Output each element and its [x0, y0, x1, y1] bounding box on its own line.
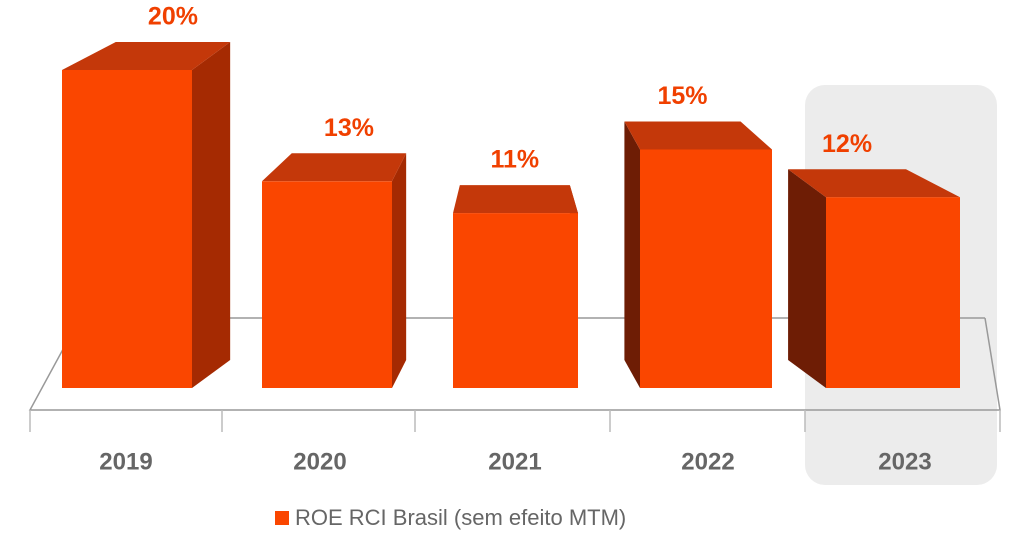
bar-front: [62, 70, 192, 388]
x-tick-label: 2022: [681, 448, 734, 475]
bar-front: [453, 213, 578, 388]
bar-front: [262, 181, 392, 388]
bar-front: [826, 197, 960, 388]
bar-side: [624, 121, 640, 388]
bar-top: [788, 169, 960, 198]
bar-side: [392, 153, 407, 388]
x-tick-label: 2021: [488, 448, 541, 475]
bar-side: [192, 42, 231, 388]
bar-top: [62, 42, 231, 70]
value-label: 12%: [822, 130, 872, 158]
floor-ticks: [29, 410, 1001, 432]
value-label: 13%: [324, 114, 374, 142]
bars: [62, 42, 960, 388]
value-label: 15%: [657, 82, 707, 110]
x-tick-label: 2020: [293, 448, 346, 475]
bar-top: [262, 153, 407, 182]
value-label: 11%: [491, 146, 540, 174]
bar-top: [453, 185, 578, 214]
bar: [62, 42, 231, 388]
bar: [262, 153, 407, 388]
legend-swatch: [275, 511, 289, 525]
legend-label: ROE RCI Brasil (sem efeito MTM): [295, 505, 626, 530]
bar-front: [640, 149, 772, 388]
x-tick-label: 2019: [99, 448, 152, 475]
bar: [453, 185, 578, 388]
floor-edge: [28, 317, 1001, 411]
bar: [788, 169, 960, 388]
bar: [624, 121, 772, 388]
bar-side: [788, 169, 826, 388]
x-tick-label: 2023: [878, 448, 931, 475]
value-label: 20%: [148, 3, 198, 31]
bar-top: [624, 121, 772, 150]
